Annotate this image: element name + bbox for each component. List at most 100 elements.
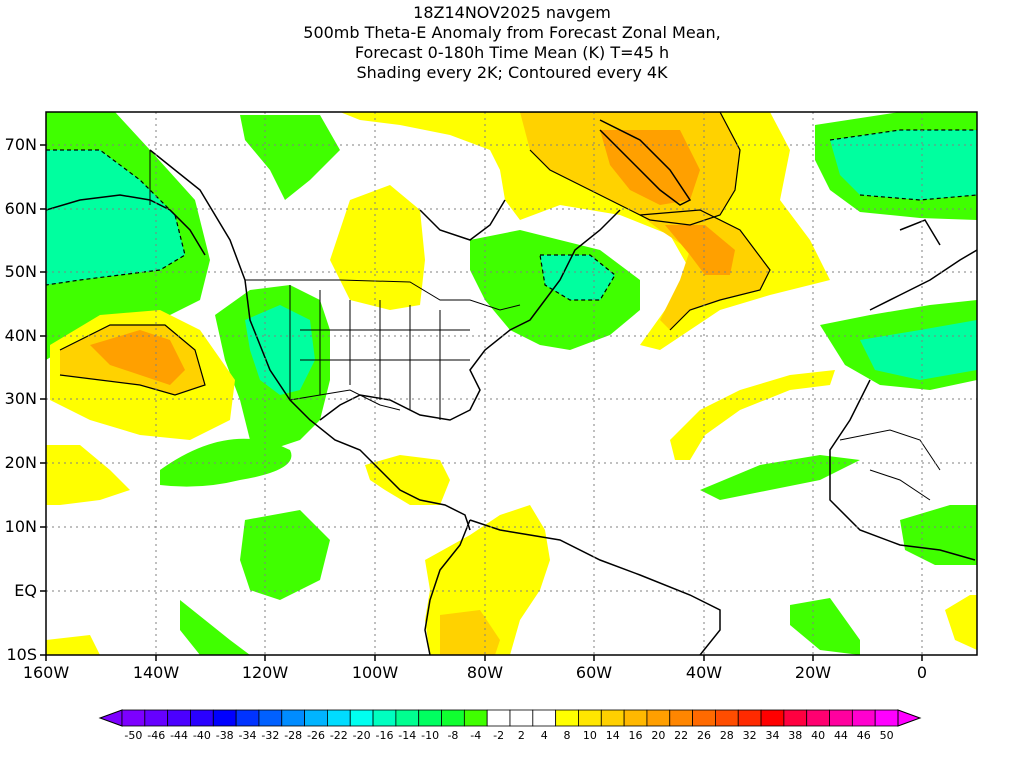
y-label-40n: 40N bbox=[5, 326, 37, 345]
colorbar-swatch bbox=[623, 709, 648, 727]
colorbar-swatch bbox=[486, 709, 511, 727]
title-line-4: Shading every 2K; Contoured every 4K bbox=[356, 63, 668, 82]
x-label-80w: 80W bbox=[467, 663, 503, 682]
colorbar-label: -20 bbox=[353, 729, 371, 742]
plot-frame bbox=[45, 111, 978, 656]
contour-line-dashed-europe bbox=[829, 129, 977, 201]
neg-region-europe-inner bbox=[830, 130, 977, 200]
colorbar-swatch bbox=[783, 709, 808, 727]
colorbar-label: 22 bbox=[674, 729, 688, 742]
colorbar-label: 4 bbox=[541, 729, 548, 742]
colorbar-label: -46 bbox=[147, 729, 165, 742]
colorbar-label: 46 bbox=[857, 729, 871, 742]
pos-region-pacific-40n-core bbox=[90, 330, 185, 385]
coastline-south-america bbox=[424, 519, 721, 655]
border-state-lines bbox=[289, 285, 470, 420]
colorbar-swatch bbox=[372, 709, 397, 727]
coastlines bbox=[46, 119, 977, 655]
y-label-30n: 30N bbox=[5, 389, 37, 408]
colorbar-swatch bbox=[600, 709, 625, 727]
coastline-hudson bbox=[419, 199, 506, 241]
colorbar-swatch bbox=[737, 709, 762, 727]
colorbar-swatch bbox=[121, 709, 146, 727]
colorbar-label: 50 bbox=[880, 729, 894, 742]
x-label-20w: 20W bbox=[795, 663, 831, 682]
border-us-canada bbox=[245, 279, 521, 311]
y-axis-labels: 70N 60N 50N 40N 30N 20N 10N EQ 10S bbox=[5, 135, 37, 664]
pos-region-hawaii bbox=[46, 445, 130, 505]
colorbar-label: -38 bbox=[216, 729, 234, 742]
contour-line-greenland bbox=[520, 112, 741, 226]
colorbar-label: -22 bbox=[330, 729, 348, 742]
contour-line-pacific bbox=[59, 324, 206, 396]
colorbar-label: -26 bbox=[307, 729, 325, 742]
colorbar-swatch bbox=[167, 709, 191, 727]
colorbar-swatch bbox=[532, 709, 557, 727]
x-label-140w: 140W bbox=[133, 663, 180, 682]
neg-region-southatlantic bbox=[790, 598, 860, 655]
colorbar-label: 40 bbox=[811, 729, 825, 742]
colorbar-label: -32 bbox=[261, 729, 279, 742]
colorbar-swatch bbox=[851, 709, 876, 727]
political-borders bbox=[149, 150, 941, 501]
title-line-3: Forecast 0-180h Time Mean (K) T=45 h bbox=[354, 43, 670, 62]
colorbar-label: 28 bbox=[720, 729, 734, 742]
neg-region-eastcoast-inner bbox=[540, 255, 615, 300]
colorbar-label: 34 bbox=[765, 729, 779, 742]
colorbar-swatch bbox=[829, 709, 853, 727]
colorbar-label: 16 bbox=[629, 729, 643, 742]
pos-region-atlantic-arc bbox=[670, 370, 835, 460]
x-axis-labels: 160W 140W 120W 100W 80W 60W 40W 20W 0 bbox=[23, 663, 927, 682]
colorbar-label: 2 bbox=[518, 729, 525, 742]
colorbar-label: 10 bbox=[583, 729, 597, 742]
colorbar-label: 14 bbox=[606, 729, 620, 742]
colorbar-label: 44 bbox=[834, 729, 848, 742]
contour-line-dashed-alaska bbox=[46, 149, 186, 286]
colorbar-swatch bbox=[258, 709, 283, 727]
colorbar-swatch bbox=[304, 709, 328, 727]
coastline-greenland bbox=[599, 119, 692, 206]
pos-region-south-america-mid bbox=[440, 610, 500, 655]
x-label-60w: 60W bbox=[576, 663, 612, 682]
contour-line-atlantic-streak bbox=[639, 209, 771, 331]
colorbar-label: 20 bbox=[651, 729, 665, 742]
x-label-120w: 120W bbox=[242, 663, 289, 682]
colorbar-label: 32 bbox=[743, 729, 757, 742]
title-line-1: 18Z14NOV2025 navgem bbox=[413, 3, 611, 22]
y-label-10n: 10N bbox=[5, 517, 37, 536]
colorbar-label: -28 bbox=[284, 729, 302, 742]
x-label-0: 0 bbox=[917, 663, 927, 682]
plot-area bbox=[46, 112, 977, 655]
colorbar-label: -14 bbox=[398, 729, 416, 742]
colorbar-swatch bbox=[874, 709, 899, 727]
y-label-70n: 70N bbox=[5, 135, 37, 154]
neg-region-southpacific bbox=[180, 600, 250, 655]
coastline-africa bbox=[829, 379, 976, 561]
pos-region-central-america bbox=[365, 455, 450, 505]
pos-region-southatlantic-tip bbox=[945, 595, 977, 650]
colorbar-swatch bbox=[327, 709, 351, 727]
anomaly-shading bbox=[46, 112, 977, 655]
neg-region-mediterranean-inner bbox=[860, 320, 977, 380]
colorbar-swatch bbox=[235, 709, 260, 727]
pos-region-greenland-core bbox=[600, 130, 700, 205]
colorbar-label: -40 bbox=[193, 729, 211, 742]
coastline-europe bbox=[869, 219, 977, 311]
y-label-20n: 20N bbox=[5, 453, 37, 472]
colorbar-swatch bbox=[715, 709, 739, 727]
colorbar-label: -8 bbox=[447, 729, 458, 742]
colorbar-swatch bbox=[212, 709, 237, 727]
colorbar-swatch bbox=[646, 709, 671, 727]
colorbar-label: -34 bbox=[239, 729, 257, 742]
pos-region-atlantic-streak-core bbox=[665, 225, 735, 275]
colorbar-label: -10 bbox=[421, 729, 439, 742]
y-label-10s: 10S bbox=[6, 645, 37, 664]
colorbar-right-arrow bbox=[897, 709, 922, 727]
colorbar-label: 38 bbox=[788, 729, 802, 742]
colorbar-swatch bbox=[190, 709, 214, 727]
border-africa bbox=[839, 429, 941, 501]
colorbar-swatch bbox=[509, 709, 534, 727]
neg-region-western-us-inner bbox=[245, 305, 315, 395]
colorbar-left-arrow bbox=[98, 709, 123, 727]
